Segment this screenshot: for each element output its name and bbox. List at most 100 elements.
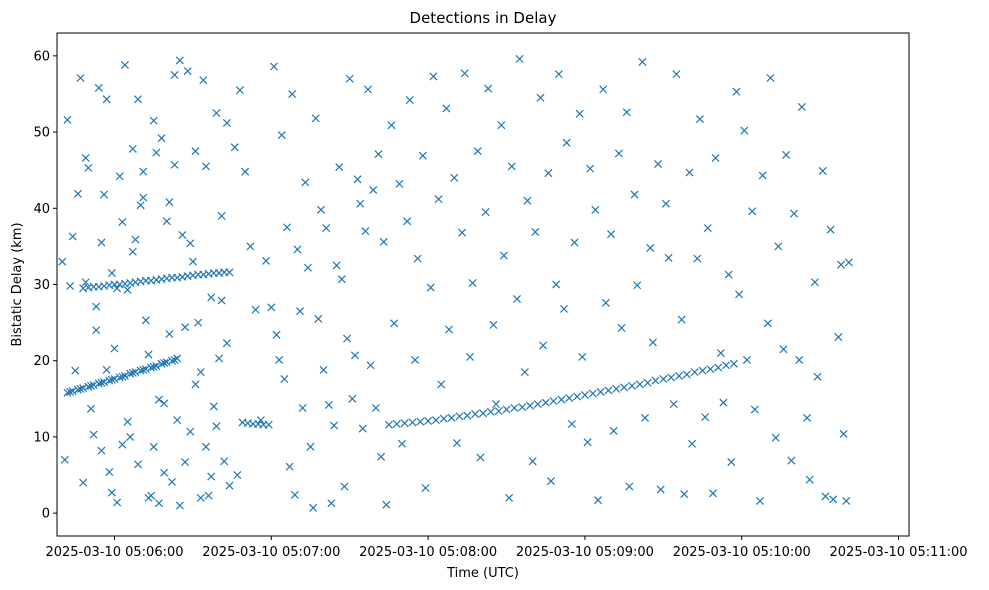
data-point xyxy=(471,410,480,419)
data-point xyxy=(742,355,751,364)
data-point xyxy=(596,387,605,396)
data-point xyxy=(251,305,260,314)
data-point xyxy=(353,175,362,184)
data-point xyxy=(68,387,77,396)
data-point xyxy=(638,57,647,66)
data-point xyxy=(84,163,93,172)
data-point xyxy=(536,93,545,102)
data-point xyxy=(209,402,218,411)
data-point xyxy=(97,238,106,247)
data-point xyxy=(826,225,835,234)
data-point xyxy=(575,109,584,118)
data-points xyxy=(58,54,853,512)
data-point xyxy=(217,211,226,220)
data-point xyxy=(162,358,171,367)
data-point xyxy=(157,134,166,143)
data-point xyxy=(481,208,490,217)
data-point xyxy=(246,242,255,251)
data-point xyxy=(609,426,618,435)
y-tick-label: 20 xyxy=(33,354,50,369)
data-point xyxy=(267,303,276,312)
data-point xyxy=(387,121,396,130)
data-point xyxy=(207,293,216,302)
data-point xyxy=(139,365,148,374)
data-point xyxy=(201,442,210,451)
data-point xyxy=(688,439,697,448)
data-point xyxy=(204,491,213,500)
data-point xyxy=(139,193,148,202)
data-point xyxy=(384,420,393,429)
data-point xyxy=(445,325,454,334)
data-point xyxy=(191,380,200,389)
data-point xyxy=(217,296,226,305)
data-point xyxy=(549,397,558,406)
data-point xyxy=(839,429,848,438)
data-point xyxy=(170,160,179,169)
data-point xyxy=(701,413,710,422)
data-point xyxy=(740,126,749,135)
data-point xyxy=(113,284,122,293)
data-point xyxy=(664,253,673,262)
data-point xyxy=(84,382,93,391)
data-point xyxy=(293,245,302,254)
data-point xyxy=(648,338,657,347)
x-tick-label: 2025-03-10 05:07:00 xyxy=(202,545,340,560)
data-point xyxy=(66,387,75,396)
data-point xyxy=(557,395,566,404)
data-point xyxy=(94,379,103,388)
data-point xyxy=(591,205,600,214)
data-point xyxy=(703,224,712,233)
data-point xyxy=(573,392,582,401)
data-point xyxy=(322,224,331,233)
data-point xyxy=(434,195,443,204)
data-point xyxy=(382,500,391,509)
data-point xyxy=(275,355,284,364)
data-point xyxy=(170,70,179,79)
data-point xyxy=(152,362,161,371)
data-point xyxy=(280,374,289,384)
data-point xyxy=(343,334,352,343)
data-point xyxy=(502,405,511,414)
data-point xyxy=(73,189,82,198)
data-point xyxy=(113,498,122,507)
data-point xyxy=(178,230,187,239)
data-point xyxy=(677,315,686,324)
data-point xyxy=(672,70,681,79)
data-point xyxy=(309,503,318,512)
data-point xyxy=(510,403,519,412)
data-point xyxy=(766,73,775,82)
data-point xyxy=(698,366,707,375)
data-point xyxy=(149,362,158,371)
data-point xyxy=(256,416,265,425)
data-point xyxy=(518,403,527,412)
y-tick-label: 30 xyxy=(33,278,50,293)
data-point xyxy=(225,268,234,277)
data-point xyxy=(68,232,77,241)
data-point xyxy=(452,438,461,448)
y-axis: 0 10 20 30 40 50 60 xyxy=(33,49,57,522)
data-point xyxy=(66,281,75,291)
data-point xyxy=(465,352,474,361)
data-point xyxy=(233,471,242,480)
data-point xyxy=(478,409,488,418)
x-tick-label: 2025-03-10 05:10:00 xyxy=(673,545,811,560)
data-point xyxy=(58,257,67,266)
data-point xyxy=(617,323,626,332)
data-point xyxy=(207,472,216,481)
data-point xyxy=(110,344,119,353)
data-point xyxy=(324,400,333,409)
data-point xyxy=(175,501,184,510)
data-point xyxy=(86,404,95,413)
data-point xyxy=(225,481,234,490)
data-point xyxy=(627,381,636,390)
data-point xyxy=(674,371,684,380)
y-axis-label: Bistatic Delay (km) xyxy=(10,222,25,346)
data-point xyxy=(821,492,830,501)
data-point xyxy=(643,378,652,387)
data-point xyxy=(366,361,375,370)
data-point xyxy=(306,442,315,451)
data-point xyxy=(94,83,103,92)
data-point xyxy=(222,118,231,127)
data-point xyxy=(186,239,195,248)
